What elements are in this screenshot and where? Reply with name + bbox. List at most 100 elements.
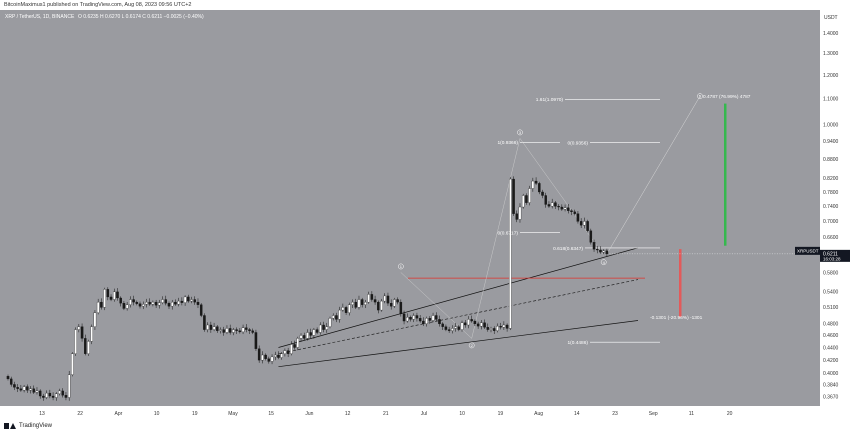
- candle-body: [328, 318, 332, 327]
- candle-body: [306, 332, 309, 339]
- candle-body: [74, 329, 77, 354]
- candle-body: [380, 300, 383, 311]
- candle-body: [64, 395, 68, 398]
- upside-projection-bar: [724, 103, 727, 246]
- candle-body: [438, 319, 441, 325]
- candle-body: [235, 329, 238, 331]
- last-price-tag: [820, 249, 850, 262]
- candle-body: [389, 303, 393, 307]
- symbol-tag: XRPUSDT: [797, 248, 819, 253]
- candle-body: [106, 289, 110, 298]
- candle-body: [412, 315, 415, 320]
- time-tick-label: 11: [689, 411, 694, 417]
- candle-body: [119, 297, 122, 304]
- candle-body: [187, 296, 190, 302]
- candle-body: [280, 353, 283, 358]
- candle-body: [170, 301, 174, 307]
- currency-label: USDT: [824, 15, 838, 21]
- price-tick-label: 0.3670: [823, 395, 839, 401]
- candle-body: [370, 294, 374, 300]
- candle-body: [257, 348, 261, 361]
- candle-body: [541, 191, 544, 196]
- candle-body: [77, 326, 81, 330]
- candle-body: [415, 315, 419, 319]
- candle-body: [592, 242, 596, 250]
- candle-body: [9, 378, 13, 385]
- price-tick-label: 0.4400: [823, 345, 839, 351]
- time-tick-label: 20: [727, 411, 733, 417]
- candle-body: [183, 296, 187, 303]
- price-chart[interactable]: XRP / TetherUS, 1D, BINANCE O 0.6235 H 0…: [0, 10, 850, 422]
- candle-body: [402, 313, 406, 322]
- time-tick-label: 19: [192, 411, 198, 417]
- publish-header: BitcoinMaximus1 published on TradingView…: [4, 2, 192, 8]
- candle-body: [125, 304, 129, 309]
- time-tick-label: 22: [77, 411, 83, 417]
- candle-body: [93, 312, 97, 327]
- downside-annotation: -0.1301 (-20.96%) -1301: [650, 315, 703, 321]
- wave-label: 4: [603, 260, 606, 265]
- candle-body: [55, 393, 58, 398]
- price-tick-label: 1.1000: [823, 96, 839, 102]
- candle-body: [428, 318, 432, 321]
- candle-body: [193, 299, 197, 303]
- price-tick-label: 0.8200: [823, 176, 839, 182]
- footer-brand: TradingView: [19, 423, 53, 429]
- candle-body: [538, 183, 541, 193]
- overlay-layer: [278, 96, 820, 368]
- candle-body: [154, 301, 158, 306]
- channel-midline: [278, 279, 639, 355]
- candle-body: [315, 329, 319, 333]
- fib-level-label: 1.61(1.0970): [536, 97, 564, 103]
- wave-label-circle: [397, 263, 404, 270]
- tradingview-logo-icon: [4, 423, 16, 429]
- time-tick-label: 15: [268, 411, 274, 417]
- candle-body: [483, 322, 486, 328]
- candle-body: [296, 338, 300, 348]
- candle-body: [42, 395, 45, 398]
- price-tick-label: 1.4000: [823, 31, 839, 37]
- candle-body: [431, 315, 435, 321]
- candle-body: [447, 329, 451, 331]
- candle-body: [399, 301, 403, 315]
- time-axis-panel: [0, 406, 820, 422]
- candle-body: [190, 299, 193, 302]
- fib-level-label: 1(0.4486): [567, 340, 588, 346]
- time-tick-label: Sep: [649, 411, 658, 417]
- target-annotation: 0.4787 (76.99%) 4787: [703, 94, 751, 100]
- channel-upper-line: [278, 247, 639, 348]
- candle-body: [573, 211, 576, 214]
- candle-body: [422, 320, 425, 325]
- price-tick-label: 0.3840: [823, 382, 839, 388]
- wave-label: 2: [471, 343, 474, 348]
- candle-body: [354, 301, 358, 308]
- candle-body: [293, 344, 296, 348]
- time-tick-label: 23: [612, 411, 618, 417]
- ohlc-readout: O 0.6235 H 0.6270 L 0.6174 C 0.6211 −0.0…: [78, 14, 204, 20]
- candle-body: [58, 390, 61, 394]
- wave-label: 5: [699, 94, 702, 99]
- plot-background: [0, 10, 820, 406]
- last-price-value: 0.6211: [823, 251, 838, 257]
- candle-body: [473, 320, 477, 325]
- candle-body: [457, 326, 461, 330]
- candle-body: [512, 178, 515, 214]
- wave-label: 1: [400, 264, 403, 269]
- candle-body: [567, 207, 570, 211]
- candle-body: [341, 307, 345, 311]
- candle-body: [96, 301, 100, 313]
- price-tick-label: 0.6600: [823, 235, 839, 241]
- fib-level-label: 1(0.9366): [497, 140, 518, 146]
- candle-body: [373, 299, 377, 303]
- price-tick-label: 0.7400: [823, 204, 839, 210]
- candle-body: [547, 204, 551, 207]
- candle-body: [367, 294, 370, 303]
- time-tick-label: 10: [459, 411, 465, 417]
- candle-body: [579, 221, 583, 226]
- candle-body: [45, 392, 48, 398]
- candle-body: [476, 323, 480, 327]
- candle-body: [196, 301, 200, 305]
- time-tick-label: May: [228, 411, 238, 417]
- candle-body: [248, 329, 251, 331]
- candle-body: [335, 315, 338, 320]
